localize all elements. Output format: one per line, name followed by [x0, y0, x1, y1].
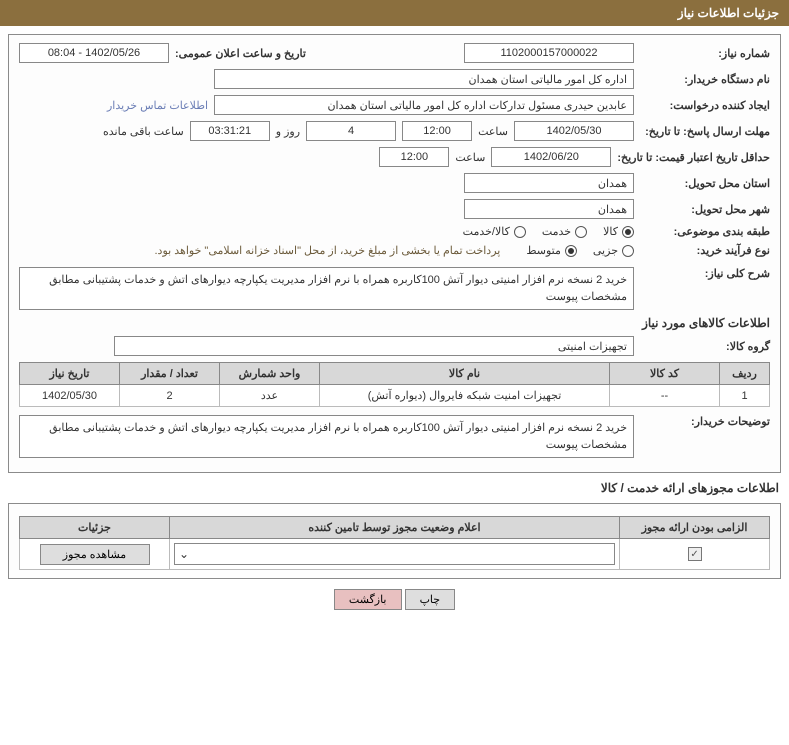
validity-label: حداقل تاریخ اعتبار قیمت: تا تاریخ: [617, 151, 770, 164]
page-header: جزئیات اطلاعات نیاز [0, 0, 789, 26]
td-details: مشاهده مجوز [20, 539, 170, 570]
permits-row: مشاهده مجوز [20, 539, 770, 570]
view-permit-button[interactable]: مشاهده مجوز [40, 544, 150, 565]
radio-medium-label: متوسط [526, 244, 561, 257]
group-value: تجهیزات امنیتی [114, 336, 634, 356]
permits-table: الزامی بودن ارائه مجوز اعلام وضعیت مجوز … [19, 516, 770, 570]
province-label: استان محل تحویل: [640, 177, 770, 190]
buyer-org-value: اداره کل امور مالیاتی استان همدان [214, 69, 634, 89]
th-date: تاریخ نیاز [20, 363, 120, 385]
details-panel: شماره نیاز: 1102000157000022 تاریخ و ساع… [8, 34, 781, 473]
row-province: استان محل تحویل: همدان [19, 173, 770, 193]
th-name: نام کالا [320, 363, 610, 385]
th-qty: تعداد / مقدار [120, 363, 220, 385]
time-remaining: 03:31:21 [190, 121, 270, 141]
purchase-type-radios: جزیی متوسط [526, 244, 634, 257]
desc-value: خرید 2 نسخه نرم افزار امنیتی دیوار آتش 1… [19, 267, 634, 310]
permits-panel: الزامی بودن ارائه مجوز اعلام وضعیت مجوز … [8, 503, 781, 579]
row-need-no: شماره نیاز: 1102000157000022 تاریخ و ساع… [19, 43, 770, 63]
row-deadline: مهلت ارسال پاسخ: تا تاریخ: 1402/05/30 سا… [19, 121, 770, 141]
td-qty: 2 [120, 385, 220, 407]
group-label: گروه کالا: [640, 340, 770, 353]
print-button[interactable]: چاپ [405, 589, 456, 610]
requester-value: عابدین حیدری مسئول تدارکات اداره کل امور… [214, 95, 634, 115]
row-group: گروه کالا: تجهیزات امنیتی [19, 336, 770, 356]
td-unit: عدد [220, 385, 320, 407]
row-requester: ایجاد کننده درخواست: عابدین حیدری مسئول … [19, 95, 770, 115]
action-buttons: چاپ بازگشت [0, 589, 789, 610]
time-label-1: ساعت [478, 125, 508, 138]
radio-medium-circle [565, 245, 577, 257]
contact-link[interactable]: اطلاعات تماس خریدار [107, 99, 208, 112]
goods-table: ردیف کد کالا نام کالا واحد شمارش تعداد /… [19, 362, 770, 407]
permits-header-row: الزامی بودن ارائه مجوز اعلام وضعیت مجوز … [20, 517, 770, 539]
row-validity: حداقل تاریخ اعتبار قیمت: تا تاریخ: 1402/… [19, 147, 770, 167]
td-mandatory [620, 539, 770, 570]
buyer-org-label: نام دستگاه خریدار: [640, 73, 770, 86]
city-label: شهر محل تحویل: [640, 203, 770, 216]
time-label-2: ساعت [455, 151, 485, 164]
page-title: جزئیات اطلاعات نیاز [678, 6, 779, 20]
radio-both[interactable]: کالا/خدمت [463, 225, 526, 238]
row-purchase-type: نوع فرآیند خرید: جزیی متوسط پرداخت تمام … [19, 244, 770, 257]
permits-section-title: اطلاعات مجوزهای ارائه خدمت / کالا [10, 481, 779, 495]
status-select[interactable] [174, 543, 615, 565]
row-buyer-notes: توضیحات خریدار: خرید 2 نسخه نرم افزار ام… [19, 415, 770, 458]
radio-goods-label: کالا [603, 225, 618, 238]
announce-date: 1402/05/26 - 08:04 [19, 43, 169, 63]
th-row: ردیف [720, 363, 770, 385]
province-value: همدان [464, 173, 634, 193]
table-header-row: ردیف کد کالا نام کالا واحد شمارش تعداد /… [20, 363, 770, 385]
buyer-notes-text: خرید 2 نسخه نرم افزار امنیتی دیوار آتش 1… [19, 415, 634, 458]
radio-service[interactable]: خدمت [542, 225, 587, 238]
city-value: همدان [464, 199, 634, 219]
announce-label: تاریخ و ساعت اعلان عمومی: [175, 47, 306, 60]
mandatory-checkbox [688, 547, 702, 561]
category-radios: کالا خدمت کالا/خدمت [463, 225, 634, 238]
radio-service-circle [575, 226, 587, 238]
th-details: جزئیات [20, 517, 170, 539]
row-description: شرح کلی نیاز: خرید 2 نسخه نرم افزار امنی… [19, 267, 770, 310]
radio-goods-circle [622, 226, 634, 238]
td-code: -- [610, 385, 720, 407]
th-mandatory: الزامی بودن ارائه مجوز [620, 517, 770, 539]
row-buyer-org: نام دستگاه خریدار: اداره کل امور مالیاتی… [19, 69, 770, 89]
requester-label: ایجاد کننده درخواست: [640, 99, 770, 112]
deadline-date: 1402/05/30 [514, 121, 634, 141]
need-no-value: 1102000157000022 [464, 43, 634, 63]
th-unit: واحد شمارش [220, 363, 320, 385]
goods-info-title: اطلاعات کالاهای مورد نیاز [19, 316, 770, 330]
category-label: طبقه بندی موضوعی: [640, 225, 770, 238]
radio-both-label: کالا/خدمت [463, 225, 510, 238]
validity-time: 12:00 [379, 147, 449, 167]
buyer-notes-label: توضیحات خریدار: [640, 415, 770, 428]
th-status: اعلام وضعیت مجوز توسط تامین کننده [170, 517, 620, 539]
row-city: شهر محل تحویل: همدان [19, 199, 770, 219]
days-text: روز و [276, 125, 300, 138]
deadline-label: مهلت ارسال پاسخ: تا تاریخ: [640, 125, 770, 138]
td-row: 1 [720, 385, 770, 407]
radio-partial[interactable]: جزیی [593, 244, 634, 257]
deadline-time: 12:00 [402, 121, 472, 141]
purchase-type-label: نوع فرآیند خرید: [640, 244, 770, 257]
desc-label: شرح کلی نیاز: [640, 267, 770, 280]
td-date: 1402/05/30 [20, 385, 120, 407]
radio-both-circle [514, 226, 526, 238]
row-category: طبقه بندی موضوعی: کالا خدمت کالا/خدمت [19, 225, 770, 238]
table-row: 1 -- تجهیزات امنیت شبکه فایروال (دیواره … [20, 385, 770, 407]
remaining-text: ساعت باقی مانده [103, 125, 184, 138]
back-button[interactable]: بازگشت [334, 589, 402, 610]
need-no-label: شماره نیاز: [640, 47, 770, 60]
radio-goods[interactable]: کالا [603, 225, 634, 238]
days-remaining: 4 [306, 121, 396, 141]
th-code: کد کالا [610, 363, 720, 385]
validity-date: 1402/06/20 [491, 147, 611, 167]
radio-medium[interactable]: متوسط [526, 244, 577, 257]
radio-service-label: خدمت [542, 225, 571, 238]
radio-partial-circle [622, 245, 634, 257]
purchase-note: پرداخت تمام یا بخشی از مبلغ خرید، از محل… [155, 244, 501, 257]
radio-partial-label: جزیی [593, 244, 618, 257]
td-status [170, 539, 620, 570]
td-name: تجهیزات امنیت شبکه فایروال (دیواره آتش) [320, 385, 610, 407]
